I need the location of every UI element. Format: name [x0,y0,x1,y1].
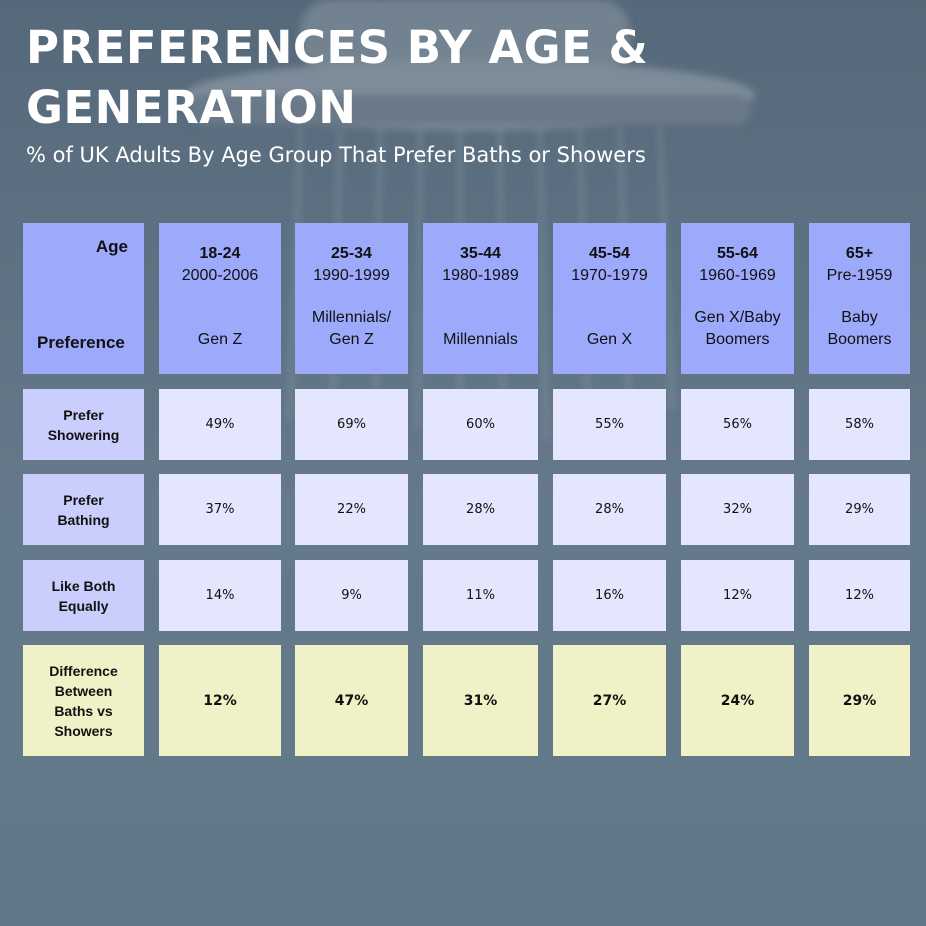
page-subtitle: % of UK Adults By Age Group That Prefer … [26,143,646,167]
page-title: PREFERENCES BY AGE & GENERATION [26,21,649,134]
age-range-label: 55-64 [717,245,758,262]
table-cell: 60% [423,389,538,460]
table-cell: 28% [423,474,538,545]
birth-years-label: 1980-1989 [442,267,519,284]
table-cell: 9% [295,560,408,631]
table-cell: 32% [681,474,794,545]
column-header: 65+ Pre-1959 Baby Boomers [809,223,910,374]
table-cell: 55% [553,389,666,460]
table-cell: 56% [681,389,794,460]
birth-years-label: 1970-1979 [571,267,648,284]
difference-cell: 29% [809,645,910,756]
table-cell: 16% [553,560,666,631]
difference-cell: 31% [423,645,538,756]
column-header: 55-64 1960-1969 Gen X/Baby Boomers [681,223,794,374]
table-cell: 12% [809,560,910,631]
table-cell: 12% [681,560,794,631]
age-range-label: 45-54 [589,245,630,262]
difference-cell: 47% [295,645,408,756]
generation-label: Baby Boomers [827,309,892,348]
row-label-like-both-equally: Like Both Equally [23,560,144,631]
age-range-label: 65+ [845,245,874,262]
generation-label: Gen X/Baby Boomers [694,309,781,348]
row-label-prefer-showering: Prefer Showering [23,389,144,460]
table-cell: 69% [295,389,408,460]
age-range-label: 25-34 [331,245,372,262]
table-cell: 11% [423,560,538,631]
table-cell: 37% [159,474,281,545]
table-cell: 22% [295,474,408,545]
corner-age-label: Age [95,237,128,256]
column-header: 18-24 2000-2006 Gen Z [159,223,281,374]
table-cell: 29% [809,474,910,545]
generation-label: Gen X [586,331,633,348]
row-label-difference: Difference Between Baths vs Showers [23,645,144,756]
birth-years-label: Pre-1959 [826,267,893,284]
difference-cell: 12% [159,645,281,756]
age-range-label: 35-44 [460,245,501,262]
difference-cell: 27% [553,645,666,756]
difference-cell: 24% [681,645,794,756]
column-header: 45-54 1970-1979 Gen X [553,223,666,374]
generation-label: Gen Z [197,331,243,348]
corner-preference-label: Preference [37,333,125,352]
row-label-prefer-bathing: Prefer Bathing [23,474,144,545]
generation-label: Millennials/Gen Z [311,309,392,348]
table-cell: 14% [159,560,281,631]
table-cell: 49% [159,389,281,460]
birth-years-label: 1990-1999 [313,267,390,284]
corner-header: Age Preference [23,223,144,374]
column-header: 25-34 1990-1999 Millennials/Gen Z [295,223,408,374]
table-cell: 58% [809,389,910,460]
table-cell: 28% [553,474,666,545]
generation-label: Millennials [443,331,518,348]
column-header: 35-44 1980-1989 Millennials [423,223,538,374]
age-range-label: 18-24 [199,245,241,262]
birth-years-label: 2000-2006 [181,267,259,284]
birth-years-label: 1960-1969 [699,267,776,284]
